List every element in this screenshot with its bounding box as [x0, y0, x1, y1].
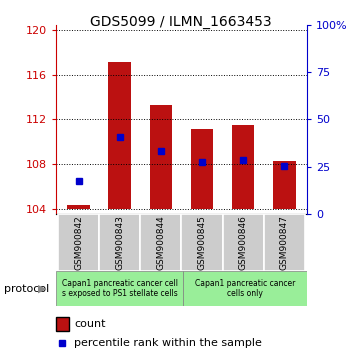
Text: Capan1 pancreatic cancer
cells only: Capan1 pancreatic cancer cells only: [195, 279, 295, 298]
Bar: [191, 129, 213, 209]
Text: ▶: ▶: [38, 284, 47, 293]
Bar: [232, 125, 255, 209]
Bar: [222, 214, 264, 271]
Bar: [149, 105, 172, 209]
Text: GDS5099 / ILMN_1663453: GDS5099 / ILMN_1663453: [90, 15, 271, 29]
Bar: [140, 214, 182, 271]
Bar: [56, 271, 183, 306]
Text: protocol: protocol: [4, 284, 49, 293]
Text: GSM900845: GSM900845: [197, 215, 206, 270]
Text: GSM900847: GSM900847: [280, 215, 289, 270]
Bar: [183, 271, 307, 306]
Text: GSM900843: GSM900843: [115, 215, 124, 270]
Bar: [58, 214, 99, 271]
Bar: [99, 214, 140, 271]
Text: Capan1 pancreatic cancer cell
s exposed to PS1 stellate cells: Capan1 pancreatic cancer cell s exposed …: [62, 279, 178, 298]
Text: GSM900846: GSM900846: [239, 215, 248, 270]
Bar: [273, 161, 296, 209]
Text: GSM900842: GSM900842: [74, 215, 83, 270]
Text: percentile rank within the sample: percentile rank within the sample: [74, 338, 262, 348]
Bar: [67, 205, 90, 209]
Bar: [182, 214, 222, 271]
Bar: [264, 214, 305, 271]
Text: GSM900844: GSM900844: [156, 215, 165, 270]
Bar: [108, 62, 131, 209]
Text: count: count: [74, 319, 105, 329]
